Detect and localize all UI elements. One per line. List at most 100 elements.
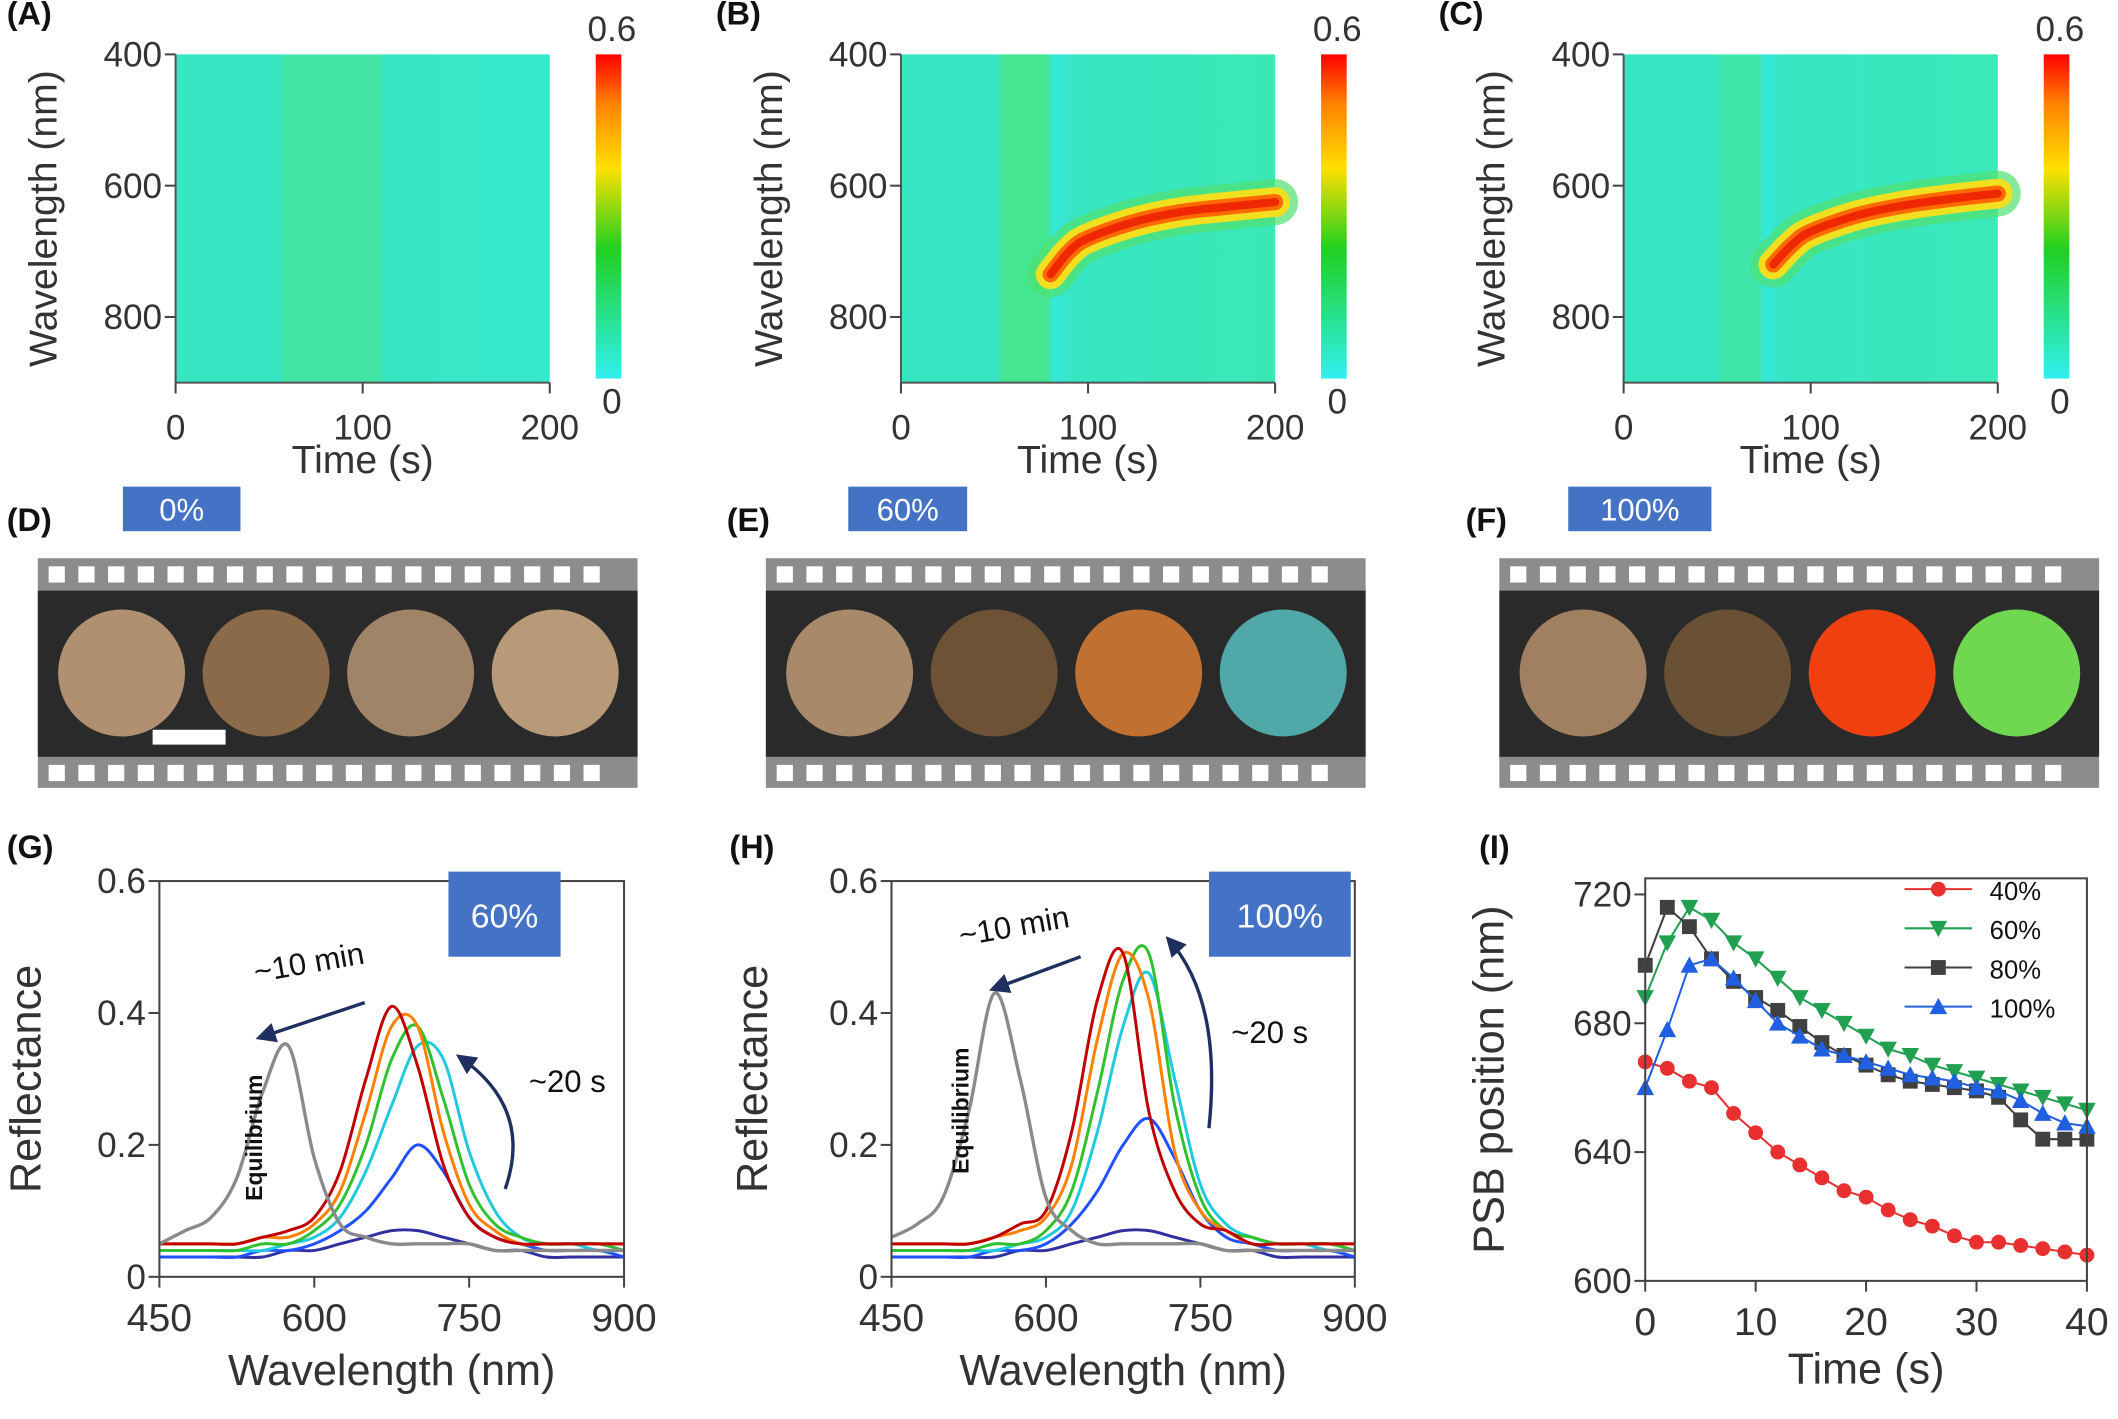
data-point [1991,1234,2007,1250]
y-tick-label: 800 [1552,298,1611,337]
sprocket [865,566,883,583]
sprocket [1510,566,1527,583]
data-point [1681,1073,1697,1089]
legend-label: 100% [1990,995,2056,1023]
x-tick-label: 30 [1955,1301,1999,1344]
y-tick-label: 600 [1573,1262,1632,1301]
spectrum-line [890,991,1355,1253]
data-point [1836,1183,1852,1199]
colorbar-tick-label: 0 [1327,383,1347,422]
sprocket [2045,764,2062,782]
data-point [1702,950,1721,967]
sprocket [954,566,972,583]
x-tick-label: 750 [436,1297,501,1340]
slow-label: ~10 min [251,936,367,990]
x-tick-label: 100 [333,408,392,447]
heatmap-image [175,54,550,383]
data-point [2035,1131,2051,1147]
sprocket [137,566,154,583]
spectrum-line [159,1143,625,1260]
y-tick-label: 0.4 [97,994,146,1033]
fast-label: ~20 s [529,1064,606,1099]
data-point [1768,1014,1787,1031]
panel-label: (G) [7,829,54,865]
panel-label: (F) [1466,502,1507,538]
sprocket [1955,764,1973,782]
data-point [1879,1041,1897,1058]
sprocket [1926,764,1943,782]
y-tick-label: 600 [103,167,162,206]
sample-photo [1219,609,1347,737]
sprocket [1688,566,1705,583]
sprocket [2045,566,2062,583]
sprocket [286,764,303,782]
data-point [1791,990,1809,1007]
label-box [848,486,968,532]
colorbar [2043,54,2070,379]
sprocket [1222,764,1239,782]
data-point [2011,1083,2030,1100]
ridge-band [1046,198,1280,279]
sprocket [405,566,422,583]
sprocket [925,566,942,583]
y-tick-label: 0.2 [829,1126,878,1165]
inset-label: 60% [471,898,539,936]
strip-label: 60% [877,492,939,527]
sprocket [806,566,823,583]
sprocket [553,566,571,583]
sprocket [895,764,912,782]
sprocket [1866,764,1883,782]
y-axis-title: Wavelength (nm) [1471,70,1514,367]
sprocket [1896,566,1913,583]
panel-label: (B) [716,0,761,32]
colorbar-tick-label: 0.6 [587,10,636,49]
sprocket [1599,764,1616,782]
data-point [1858,1189,1874,1205]
inset-label: 100% [1237,898,1323,936]
sprocket [1777,764,1794,782]
x-tick-label: 0 [891,408,911,447]
data-point [1989,1082,2008,1099]
sprocket [256,764,273,782]
x-tick-label: 0 [1614,408,1634,447]
sprocket [806,764,823,782]
strip-label: 0% [159,492,204,527]
data-point [1724,935,1743,952]
data-point [1770,1144,1786,1160]
colorbar-tick-label: 0 [602,383,622,422]
sprocket [1688,764,1705,782]
colorbar-tick-label: 0.6 [1313,10,1362,49]
sprocket [583,566,600,583]
y-tick-label: 800 [829,298,888,337]
data-point [1704,1080,1719,1096]
sprocket [256,566,273,583]
data-point [2057,1244,2073,1260]
y-tick-label: 0 [858,1258,878,1297]
x-axis-title: Time (s) [1017,439,1159,482]
data-point [1857,1028,1875,1045]
data-point [1969,1234,1984,1250]
data-point [1835,1046,1853,1063]
sprocket [494,566,511,583]
data-point [1768,970,1787,987]
ridge-band [1769,189,2002,269]
spectrum-line [159,1012,625,1247]
y-tick-label: 0 [126,1258,146,1297]
sprocket [167,566,184,583]
sprocket [375,566,392,583]
sprocket [1866,566,1883,583]
sprocket [1252,764,1269,782]
sprocket [1044,566,1061,583]
sprocket [1837,764,1854,782]
x-axis-title: Time (s) [292,439,434,482]
y-tick-label: 0.6 [97,862,146,901]
data-point [1748,1125,1764,1141]
data-point [2013,1238,2029,1253]
sprocket [1281,764,1299,782]
data-point [1902,1212,1918,1228]
y-tick-label: 400 [829,36,888,75]
sample-photo [1953,609,2081,737]
legend-marker [1930,881,1946,897]
sprocket [108,764,125,782]
sprocket [954,764,972,782]
